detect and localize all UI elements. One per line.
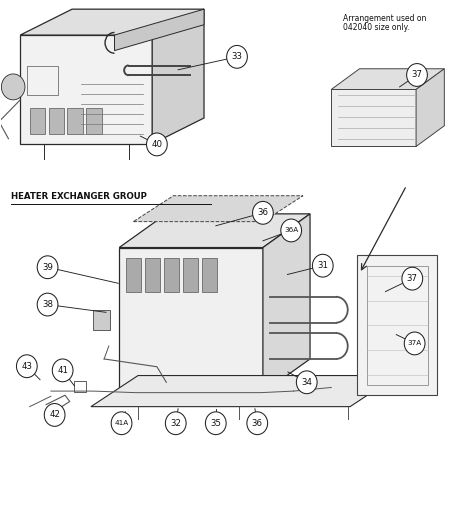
Text: Arrangement used on: Arrangement used on [343, 15, 427, 23]
Polygon shape [91, 376, 397, 406]
Circle shape [247, 412, 268, 435]
Text: 37A: 37A [408, 340, 422, 346]
Circle shape [37, 293, 58, 316]
Text: 37: 37 [411, 70, 422, 80]
Text: 36: 36 [252, 419, 263, 428]
Polygon shape [331, 90, 416, 146]
Circle shape [146, 133, 167, 156]
Polygon shape [48, 108, 64, 133]
Polygon shape [183, 258, 198, 292]
Polygon shape [152, 9, 204, 144]
Circle shape [296, 371, 317, 394]
Circle shape [52, 359, 73, 382]
Polygon shape [20, 35, 152, 144]
Text: 32: 32 [170, 419, 181, 428]
Polygon shape [416, 69, 444, 146]
Polygon shape [133, 196, 303, 221]
Polygon shape [263, 214, 310, 393]
Circle shape [37, 256, 58, 279]
Text: HEATER EXCHANGER GROUP: HEATER EXCHANGER GROUP [11, 192, 146, 202]
Circle shape [205, 412, 226, 435]
Circle shape [402, 267, 423, 290]
Circle shape [165, 412, 186, 435]
Polygon shape [145, 258, 160, 292]
Polygon shape [164, 258, 179, 292]
Polygon shape [115, 9, 204, 51]
Text: 40: 40 [151, 140, 163, 149]
Text: 31: 31 [317, 261, 328, 270]
Text: 042040 size only.: 042040 size only. [343, 23, 410, 32]
Text: 36: 36 [257, 208, 268, 217]
Text: 42: 42 [49, 411, 60, 419]
Polygon shape [119, 247, 263, 393]
Circle shape [312, 254, 333, 277]
Polygon shape [331, 69, 444, 90]
Circle shape [1, 74, 25, 100]
Polygon shape [67, 108, 83, 133]
Polygon shape [86, 108, 102, 133]
Circle shape [111, 412, 132, 435]
Text: 41: 41 [57, 366, 68, 375]
Circle shape [404, 332, 425, 355]
Text: 35: 35 [210, 419, 221, 428]
Text: 39: 39 [42, 263, 53, 272]
Circle shape [227, 45, 247, 68]
Circle shape [407, 64, 428, 86]
Text: 37: 37 [407, 274, 418, 283]
Text: 36A: 36A [284, 228, 298, 233]
Polygon shape [119, 214, 310, 247]
Text: 33: 33 [231, 52, 243, 61]
Polygon shape [93, 309, 110, 330]
Text: 43: 43 [21, 362, 32, 371]
Text: 41A: 41A [114, 420, 128, 426]
Circle shape [44, 404, 65, 426]
Text: 34: 34 [301, 378, 312, 387]
Polygon shape [30, 108, 45, 133]
Polygon shape [20, 9, 204, 35]
Text: 38: 38 [42, 300, 53, 309]
Polygon shape [126, 258, 141, 292]
Polygon shape [357, 255, 438, 395]
Circle shape [17, 355, 37, 378]
Polygon shape [201, 258, 217, 292]
Circle shape [281, 219, 301, 242]
Circle shape [253, 202, 273, 224]
